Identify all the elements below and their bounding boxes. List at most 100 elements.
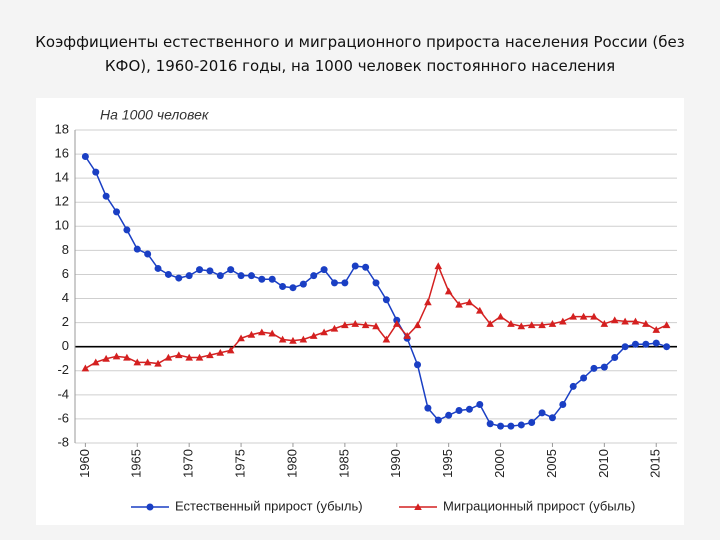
y-tick-label: -6 bbox=[57, 410, 69, 425]
data-point bbox=[112, 352, 121, 360]
data-point bbox=[102, 192, 110, 200]
data-point bbox=[341, 321, 349, 329]
data-point bbox=[590, 364, 598, 372]
y-tick-label: -4 bbox=[57, 386, 69, 401]
data-point bbox=[652, 339, 660, 347]
chart-title: Коэффициенты естественного и миграционно… bbox=[35, 33, 685, 75]
x-tick-label: 1985 bbox=[336, 449, 351, 478]
data-point bbox=[81, 152, 89, 160]
data-point bbox=[621, 317, 629, 325]
data-point bbox=[154, 264, 162, 272]
data-point bbox=[631, 340, 639, 348]
data-point bbox=[392, 320, 401, 327]
data-point bbox=[372, 279, 380, 287]
data-point bbox=[403, 332, 411, 339]
data-point bbox=[528, 419, 536, 427]
data-point bbox=[465, 298, 474, 306]
y-tick-label: 4 bbox=[62, 290, 69, 305]
data-point bbox=[455, 406, 463, 414]
data-point bbox=[611, 354, 619, 362]
data-point bbox=[133, 245, 141, 253]
y-tick-label: 16 bbox=[55, 146, 69, 161]
data-point bbox=[154, 359, 162, 367]
data-point bbox=[600, 320, 609, 327]
data-point bbox=[496, 312, 505, 320]
data-point bbox=[662, 321, 671, 329]
data-point bbox=[527, 321, 536, 329]
data-point bbox=[216, 348, 225, 356]
data-point bbox=[289, 336, 297, 344]
y-tick-label: -8 bbox=[57, 434, 69, 449]
data-point bbox=[652, 326, 661, 333]
data-point bbox=[133, 358, 142, 366]
legend-label: Миграционный прирост (убыль) bbox=[443, 498, 635, 513]
data-point bbox=[123, 353, 131, 361]
data-point bbox=[434, 416, 442, 424]
data-point bbox=[590, 312, 598, 320]
legend-label: Естественный прирост (убыль) bbox=[175, 498, 363, 513]
data-point bbox=[164, 353, 173, 361]
data-point bbox=[444, 287, 453, 295]
data-point bbox=[486, 420, 494, 428]
data-point bbox=[424, 298, 432, 306]
y-tick-label: -2 bbox=[57, 362, 69, 377]
data-point bbox=[621, 343, 629, 351]
data-point bbox=[475, 306, 484, 314]
x-tick-label: 2015 bbox=[648, 449, 663, 478]
data-point bbox=[310, 272, 318, 280]
data-point bbox=[175, 274, 183, 282]
data-point bbox=[361, 321, 370, 329]
data-point bbox=[174, 351, 183, 359]
data-point bbox=[341, 279, 349, 287]
data-point bbox=[309, 332, 318, 339]
data-point bbox=[413, 321, 422, 329]
legend-marker bbox=[414, 503, 422, 511]
x-tick-label: 2005 bbox=[544, 449, 559, 478]
y-tick-label: 14 bbox=[55, 170, 69, 185]
data-point bbox=[538, 321, 546, 329]
data-point bbox=[247, 330, 256, 338]
data-point bbox=[247, 272, 255, 280]
chart: На 1000 человек -8 -6 -4 -2 0 2 4 6 8 10 12 14 16 18 1… bbox=[36, 98, 684, 525]
data-point bbox=[610, 316, 619, 324]
units-annotation: На 1000 человек bbox=[100, 107, 210, 123]
data-point bbox=[279, 283, 287, 290]
data-point bbox=[91, 358, 100, 366]
data-point bbox=[631, 317, 640, 325]
data-point bbox=[414, 361, 422, 369]
data-point bbox=[227, 266, 235, 274]
data-point bbox=[196, 266, 204, 274]
data-point bbox=[237, 272, 245, 280]
x-tick-label: 1995 bbox=[440, 449, 455, 478]
y-tick-label: 6 bbox=[62, 266, 69, 281]
data-point bbox=[382, 296, 390, 304]
data-point bbox=[81, 364, 90, 372]
data-point bbox=[580, 374, 588, 382]
data-point bbox=[642, 320, 650, 327]
data-point bbox=[258, 328, 266, 336]
data-point bbox=[507, 422, 515, 430]
data-point bbox=[569, 382, 577, 390]
data-point bbox=[195, 353, 204, 361]
data-point bbox=[144, 250, 152, 258]
x-tick-label: 1990 bbox=[388, 449, 403, 478]
y-tick-label: 12 bbox=[55, 194, 69, 209]
x-tick-label: 2000 bbox=[492, 449, 507, 478]
data-point bbox=[113, 208, 121, 216]
data-point bbox=[143, 358, 152, 366]
data-point bbox=[102, 354, 110, 362]
data-point bbox=[600, 363, 608, 371]
data-point bbox=[330, 279, 338, 287]
data-point bbox=[299, 280, 307, 288]
data-point bbox=[92, 168, 100, 176]
data-point bbox=[185, 272, 193, 280]
data-point bbox=[206, 351, 214, 359]
data-point bbox=[206, 267, 214, 275]
data-point bbox=[486, 320, 494, 327]
data-point bbox=[289, 284, 297, 292]
data-point bbox=[268, 329, 277, 337]
x-tick-label: 1975 bbox=[233, 449, 248, 478]
data-point bbox=[268, 275, 276, 283]
data-point bbox=[517, 322, 526, 330]
